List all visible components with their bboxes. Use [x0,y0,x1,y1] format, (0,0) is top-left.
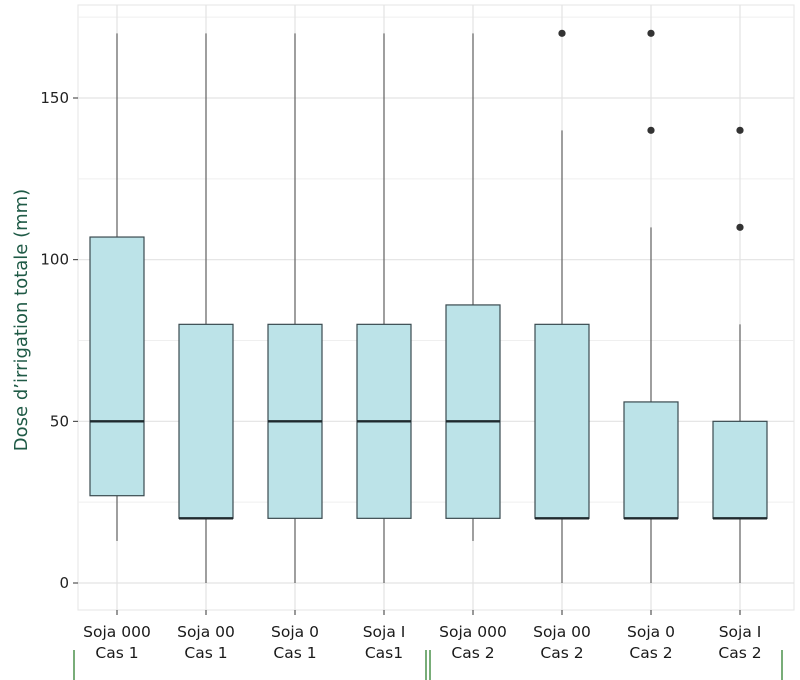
y-axis-title: Dose d’irrigation totale (mm) [11,189,32,451]
y-tick-label: 100 [40,251,69,269]
x-tick-label: Cas 1 [273,644,316,662]
iqr-box [89,236,145,497]
x-tick-label: Cas 1 [184,644,227,662]
box-7 [623,29,679,583]
box-6 [534,29,590,583]
iqr-box [623,401,679,519]
box-5 [445,33,501,541]
outlier-point [736,223,744,231]
box-3 [267,33,323,583]
y-tick-label: 150 [40,89,69,107]
x-axis-labels: Soja 000 Cas 1 Soja 00 Cas 1 Soja 0 Cas 1 Soja… [83,610,762,662]
y-tick-label: 50 [50,412,69,430]
iqr-box [178,323,234,519]
x-tick-label: Cas1 [365,644,403,662]
group-brackets [73,650,783,680]
x-tick-label: Cas 2 [629,644,672,662]
x-tick-label: Cas 2 [718,644,761,662]
y-axis-ticks: 0 50 100 150 [40,89,78,592]
x-tick-label: Soja 0 [627,623,675,641]
boxes [89,29,768,583]
y-tick-label: 0 [59,574,69,592]
x-tick-label: Soja 00 [533,623,591,641]
box-4 [356,33,412,583]
outlier-point [558,29,566,37]
outlier-point [647,29,655,37]
outlier-point [736,126,744,134]
box-1 [89,33,145,541]
box-2 [178,33,234,583]
iqr-box [712,420,768,519]
x-tick-label: Soja I [363,623,406,641]
x-tick-label: Soja 000 [83,623,151,641]
x-tick-label: Soja 000 [439,623,507,641]
outlier-point [647,126,655,134]
x-tick-label: Cas 2 [540,644,583,662]
x-tick-label: Soja 00 [177,623,235,641]
iqr-box [445,304,501,519]
x-tick-label: Soja 0 [271,623,319,641]
x-tick-label: Soja I [719,623,762,641]
x-tick-label: Cas 1 [95,644,138,662]
box-8 [712,126,768,583]
x-tick-label: Cas 2 [451,644,494,662]
iqr-box [534,323,590,519]
